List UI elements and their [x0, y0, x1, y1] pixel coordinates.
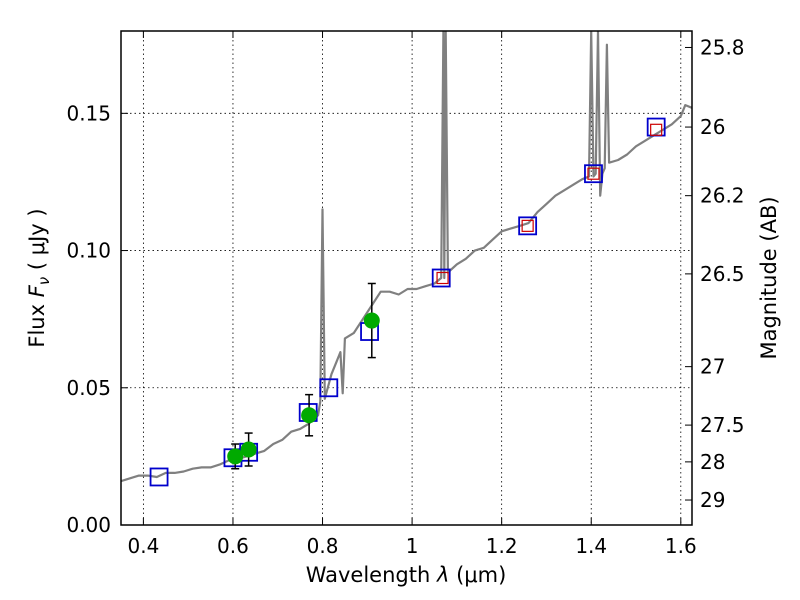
red-square-marker: [436, 271, 449, 285]
y2-tick-label: 26.2: [700, 184, 745, 208]
y2-axis-label: Magnitude (AB): [757, 196, 781, 359]
observed-point: [301, 407, 318, 424]
y2-tick-label: 27.5: [700, 413, 745, 437]
y2-tick-label: 26: [700, 115, 725, 139]
y-axis-label: Flux Fν ( μJy ): [25, 208, 53, 347]
y-tick-label: 0.00: [66, 513, 111, 537]
blue-square-marker: [149, 467, 169, 487]
y2-tick-label: 25.8: [700, 35, 745, 59]
observed-point: [227, 448, 244, 465]
red-square-marker: [587, 167, 600, 180]
y2-tick-label: 26.5: [700, 262, 745, 286]
y2-tick-label: 28: [700, 450, 725, 474]
y2-tick-label: 27: [700, 355, 725, 379]
blue-square-marker: [319, 378, 339, 398]
x-tick-label: 1: [406, 534, 419, 558]
model-spectrum-line: [121, 31, 692, 483]
x-tick-label: 1.2: [486, 534, 518, 558]
x-tick-label: 1.6: [665, 534, 697, 558]
observed-point: [363, 312, 380, 329]
blue-square-marker: [431, 268, 451, 288]
observed-point: [240, 441, 257, 458]
x-tick-label: 0.8: [307, 534, 339, 558]
blue-square-marker: [584, 164, 603, 184]
x-tick-label: 0.4: [127, 534, 159, 558]
axis-ticks: 0.4 0.6 0.8 1 1.2 1.4 1.6 0.00 0.05 0.10 0.15 25.8 2…: [66, 31, 745, 558]
x-tick-label: 0.6: [217, 534, 249, 558]
red-square-marker: [521, 219, 534, 232]
plot-frame: [120, 30, 693, 526]
blue-square-marker: [518, 216, 538, 236]
data-series: [121, 31, 692, 487]
x-axis-label: Wavelength λ (μm): [306, 563, 507, 587]
y-tick-label: 0.05: [66, 376, 111, 400]
x-tick-label: 1.4: [575, 534, 607, 558]
y-tick-label: 0.15: [66, 101, 111, 125]
y2-tick-label: 29: [700, 488, 725, 512]
red-square-marker: [650, 123, 663, 136]
y-tick-label: 0.10: [66, 239, 111, 263]
